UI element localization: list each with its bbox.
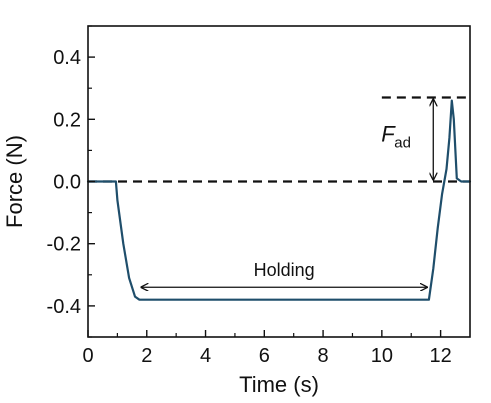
x-tick-label-6: 12 — [429, 345, 451, 367]
y-tick-label-0: -0.4 — [47, 296, 81, 318]
data-layer — [86, 96, 472, 301]
y-tick-label-2: 0.0 — [53, 172, 81, 194]
x-tick-label-4: 8 — [318, 345, 329, 367]
y-tick-label-3: 0.2 — [53, 109, 81, 131]
fad-label: F — [381, 122, 396, 147]
force-series-line-0 — [86, 99, 472, 301]
x-tick-label-0: 0 — [82, 345, 93, 367]
x-tick-label-2: 4 — [200, 345, 211, 367]
ticks-layer: 0 2 4 6 8 10 12 -0.4 -0.2 0.0 0.2 0.4 — [47, 25, 452, 367]
x-tick-label-1: 2 — [141, 345, 152, 367]
y-tick-label-4: 0.4 — [53, 47, 81, 69]
x-tick-label-3: 6 — [259, 345, 270, 367]
y-tick-label-1: -0.2 — [47, 234, 81, 256]
annotation-layer: Holding F ad — [141, 100, 433, 288]
fad-label-subscript: ad — [394, 135, 411, 152]
holding-label: Holding — [254, 260, 315, 280]
x-axis-label: Time (s) — [239, 372, 319, 397]
y-axis-label: Force (N) — [2, 135, 27, 228]
plot-frame — [87, 25, 471, 338]
x-tick-label-5: 10 — [371, 345, 393, 367]
